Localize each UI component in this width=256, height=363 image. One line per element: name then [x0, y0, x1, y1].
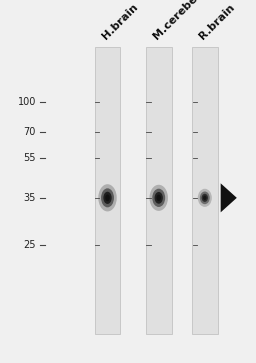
- Text: 70: 70: [24, 127, 36, 138]
- Text: M.cerebellum: M.cerebellum: [152, 0, 219, 42]
- Ellipse shape: [200, 192, 210, 204]
- Text: 25: 25: [23, 240, 36, 250]
- Ellipse shape: [156, 195, 161, 201]
- Ellipse shape: [101, 188, 114, 207]
- Ellipse shape: [202, 194, 208, 202]
- Text: H.brain: H.brain: [100, 2, 140, 42]
- Text: 100: 100: [17, 97, 36, 107]
- Ellipse shape: [152, 189, 165, 207]
- Text: R.brain: R.brain: [198, 3, 237, 42]
- Polygon shape: [221, 183, 237, 212]
- Ellipse shape: [198, 189, 212, 207]
- Ellipse shape: [203, 196, 207, 200]
- Bar: [192, 47, 218, 334]
- Ellipse shape: [150, 185, 168, 211]
- Ellipse shape: [155, 192, 163, 204]
- Bar: [146, 47, 172, 334]
- Ellipse shape: [105, 195, 110, 201]
- Ellipse shape: [98, 184, 117, 211]
- Ellipse shape: [103, 192, 112, 204]
- Text: 55: 55: [23, 153, 36, 163]
- Text: 35: 35: [24, 193, 36, 203]
- Bar: [95, 47, 120, 334]
